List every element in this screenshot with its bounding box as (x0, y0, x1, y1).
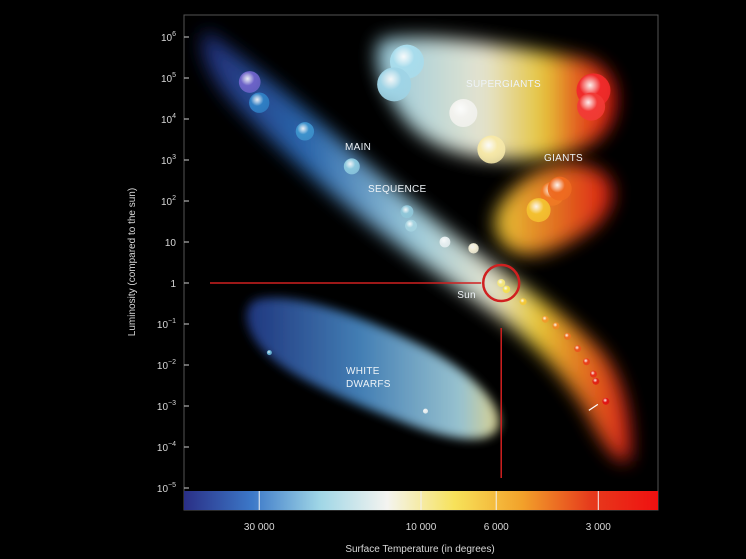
region-label-line: WHITE (346, 366, 380, 377)
region-label-white-dwarfs: WHITE DWARFS (346, 366, 391, 390)
y-tick-base: 10 (157, 402, 169, 413)
star-marks (238, 44, 611, 414)
y-tick-base: 10 (157, 484, 169, 495)
region-label-line: GIANTS (544, 153, 583, 164)
y-tick-exponent: 5 (172, 72, 176, 79)
x-tick-label: 3 000 (586, 522, 611, 533)
y-tick-base: 10 (157, 320, 169, 331)
star-giants (526, 198, 551, 223)
star-main-sequence (238, 71, 261, 93)
y-tick-exponent: 6 (172, 31, 176, 38)
y-tick-exponent: −1 (168, 318, 176, 325)
star-main-sequence (589, 370, 597, 378)
star-main-sequence (343, 158, 360, 175)
y-tick-label: 10 (165, 238, 177, 249)
y-tick-exponent: 2 (172, 195, 176, 202)
star-main-sequence (519, 298, 527, 306)
star-main-sequence (574, 345, 582, 353)
star-main-sequence (295, 122, 315, 141)
y-tick-exponent: −2 (168, 359, 176, 366)
region-label-line: MAIN (345, 142, 371, 153)
y-tick-exponent: 3 (172, 154, 176, 161)
star-supergiants (477, 135, 506, 164)
region-labels: SUPERGIANTS GIANTS MAIN SEQUENCE WHITE DWARFS (345, 79, 583, 390)
x-tick-label: 10 000 (406, 522, 437, 533)
y-tick-base: 10 (157, 443, 169, 454)
star-supergiants (449, 99, 478, 128)
y-tick-label: 1 (170, 279, 176, 290)
star-main-sequence (563, 332, 571, 340)
y-tick-label: 10−4 (157, 441, 176, 454)
star-supergiants (577, 92, 606, 121)
y-tick-label: 10−2 (157, 359, 176, 372)
star-main-sequence (583, 358, 591, 366)
x-tick-label: 6 000 (484, 522, 509, 533)
y-tick-label: 104 (161, 113, 176, 126)
star-main-sequence (439, 236, 451, 248)
star-main-sequence (552, 322, 560, 330)
y-tick-exponent: −4 (168, 441, 176, 448)
x-tick-label: 30 000 (244, 522, 275, 533)
star-main-sequence (400, 205, 414, 219)
star-main-sequence (497, 279, 506, 287)
y-tick-label: 102 (161, 195, 176, 208)
y-tick-label: 10−3 (157, 400, 176, 413)
y-tick-base: 10 (157, 361, 169, 372)
x-axis-ticks: 30 000 10 000 6 000 3 000 (244, 491, 611, 533)
y-tick-base: 1 (170, 279, 176, 290)
y-tick-exponent: −5 (168, 482, 176, 489)
star-main-sequence (502, 285, 511, 294)
y-tick-exponent: 4 (172, 113, 176, 120)
star-main-sequence (592, 377, 600, 385)
y-tick-exponent: −3 (168, 400, 176, 407)
star-main-sequence (249, 92, 270, 113)
y-tick-label: 10−5 (157, 482, 176, 495)
star-main-sequence (602, 397, 610, 405)
star-main-sequence (541, 315, 549, 323)
y-tick-base: 10 (161, 115, 173, 126)
star-giants (547, 176, 572, 201)
supergiants-band (376, 37, 616, 160)
y-tick-label: 105 (161, 72, 176, 85)
star-supergiants (377, 67, 412, 102)
star-main-sequence (468, 243, 479, 254)
region-label-giants: GIANTS (544, 153, 583, 164)
y-tick-base: 10 (161, 197, 173, 208)
region-label-line: DWARFS (346, 379, 391, 390)
y-tick-label: 10−1 (157, 318, 176, 331)
giants-band (494, 163, 613, 255)
pointer-arrow (588, 403, 599, 411)
region-label-line: SUPERGIANTS (466, 79, 541, 90)
reference-lines (210, 282, 502, 478)
white-dwarfs-band (246, 297, 499, 440)
star-main-sequence (405, 219, 417, 232)
x-axis-title: Surface Temperature (in degrees) (345, 544, 494, 555)
y-tick-label: 103 (161, 154, 176, 167)
y-axis-title: Luminosity (compared to the sun) (127, 188, 138, 336)
y-tick-base: 10 (165, 238, 177, 249)
region-label-main-sequence: MAIN SEQUENCE (345, 142, 427, 195)
y-tick-label: 106 (161, 31, 176, 44)
sun-label: Sun (457, 290, 476, 301)
star-white-dwarfs (422, 408, 428, 414)
sun-marker-circle (481, 263, 521, 303)
star-white-dwarfs (266, 350, 272, 356)
region-label-supergiants: SUPERGIANTS (466, 79, 541, 90)
y-tick-base: 10 (161, 74, 173, 85)
stellar-regions (202, 30, 631, 462)
annotations: Sun (457, 263, 599, 411)
region-label-line: SEQUENCE (368, 184, 427, 195)
y-tick-base: 10 (161, 156, 173, 167)
y-tick-base: 10 (161, 33, 173, 44)
